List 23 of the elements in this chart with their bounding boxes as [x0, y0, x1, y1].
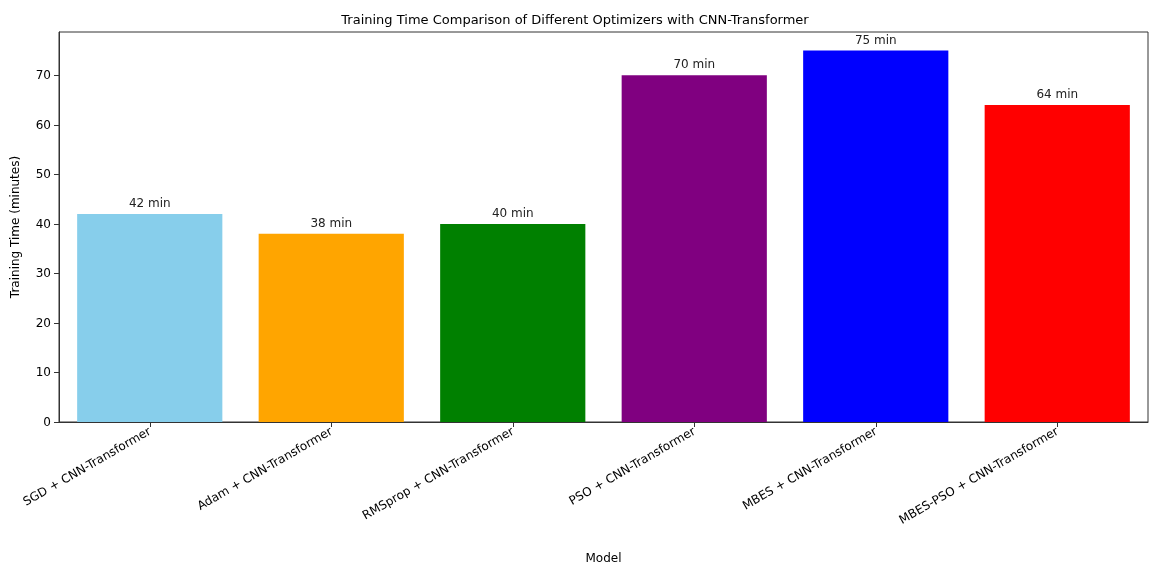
- data-label: 70 min: [673, 57, 716, 72]
- y-tick-label: 30: [35, 266, 51, 281]
- y-tick-label: 50: [35, 167, 51, 182]
- bar: [258, 233, 404, 422]
- y-axis-title: Training Time (minutes): [8, 155, 22, 300]
- data-label: 38 min: [310, 215, 353, 230]
- y-tick-label: 20: [35, 315, 51, 330]
- data-label: 40 min: [491, 205, 534, 220]
- y-tick-label: 10: [35, 365, 51, 380]
- x-axis-title: Model: [585, 551, 622, 565]
- bar: [984, 105, 1130, 422]
- data-label: 64 min: [1036, 87, 1079, 102]
- bar: [621, 75, 767, 422]
- data-label: 42 min: [128, 196, 171, 210]
- bar: [77, 214, 223, 422]
- bar: [803, 50, 949, 422]
- bar: [440, 223, 586, 422]
- y-tick-label: 60: [35, 117, 51, 132]
- y-tick-label: 40: [35, 216, 51, 231]
- y-tick-label: 0: [43, 415, 51, 429]
- y-tick-label: 70: [35, 68, 51, 83]
- data-label: 75 min: [854, 32, 897, 47]
- chart-title: Training Time Comparison of Different Optimizers with CNN-Transformer: [340, 12, 810, 27]
